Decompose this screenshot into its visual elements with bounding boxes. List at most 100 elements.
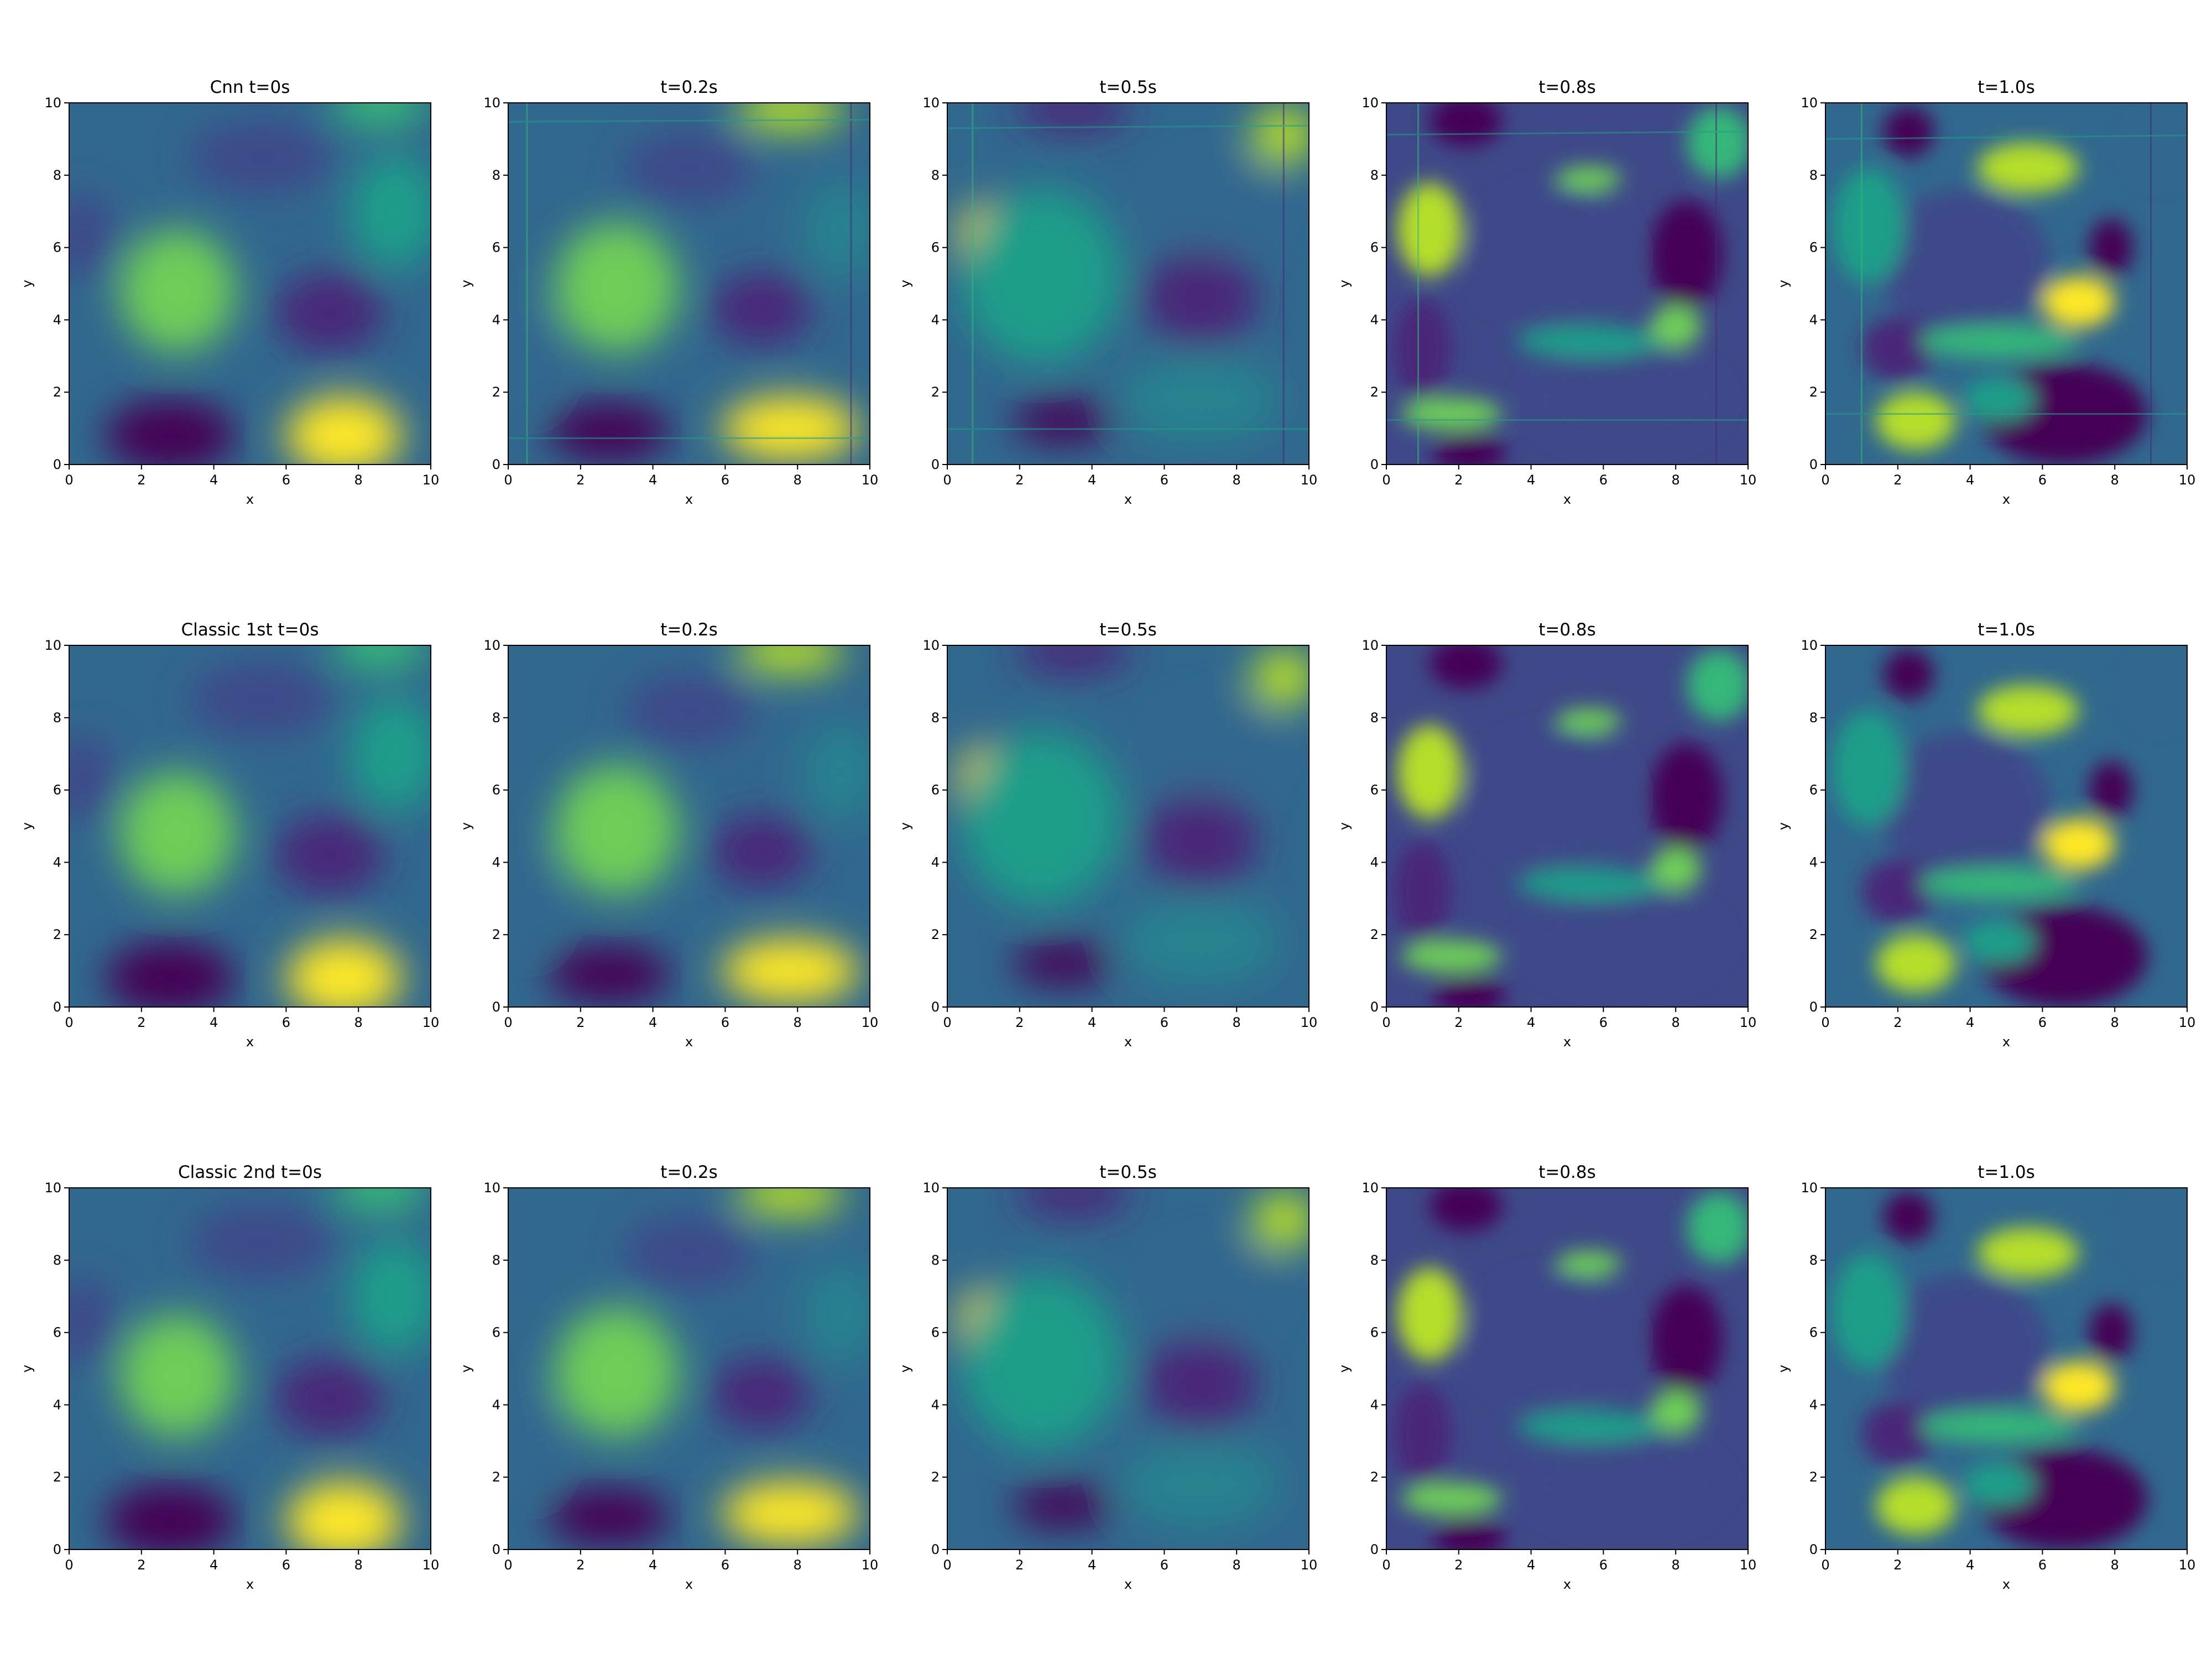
x-axis-label: x	[246, 1034, 254, 1050]
y-tick-label: 2	[931, 384, 940, 400]
y-tick-label: 10	[1801, 95, 1818, 111]
field-blob	[2125, 653, 2187, 725]
field-layer	[1394, 1188, 1748, 1550]
panel-title: Classic 1st t=0s	[181, 620, 319, 640]
panel-title: t=0.5s	[1099, 620, 1157, 640]
y-tick-label: 2	[1370, 384, 1379, 400]
field-blob	[1469, 186, 1636, 324]
x-tick-label: 4	[649, 1015, 657, 1030]
field-blob	[119, 1314, 236, 1438]
field-layer	[1833, 649, 2187, 1007]
x-tick-label: 6	[1160, 1557, 1168, 1573]
x-axis-label: x	[2002, 492, 2010, 507]
y-tick-label: 4	[931, 1397, 940, 1412]
boundary-artifacts	[947, 103, 1309, 465]
y-tick-label: 8	[1809, 1253, 1818, 1268]
field-blob	[286, 395, 402, 465]
y-tick-label: 6	[931, 782, 940, 798]
field-blob	[1469, 1271, 1636, 1408]
axes-frame	[69, 1187, 431, 1550]
x-tick-label: 2	[1015, 472, 1024, 488]
y-tick-label: 4	[931, 854, 940, 870]
field-blob	[624, 674, 754, 747]
panel-title: t=0.2s	[660, 1162, 718, 1182]
panel-title: t=1.0s	[1978, 77, 2035, 97]
field-blob	[962, 189, 1121, 363]
boundary-artifacts	[1825, 103, 2187, 465]
x-tick-label: 0	[943, 1015, 951, 1030]
x-tick-label: 2	[137, 472, 145, 488]
x-tick-label: 2	[576, 1015, 585, 1030]
y-tick-label: 6	[53, 240, 61, 255]
x-tick-label: 4	[1966, 1015, 1974, 1030]
field-blob	[1251, 1191, 1309, 1250]
x-tick-label: 4	[1966, 472, 1974, 488]
x-axis-label: x	[685, 1577, 693, 1592]
field-blob	[2089, 761, 2133, 819]
field-blob	[69, 735, 117, 823]
panel-title: t=0.8s	[1538, 620, 1596, 640]
x-tick-label: 6	[1160, 472, 1168, 488]
artifact-streak	[508, 119, 870, 123]
field-blob	[1016, 103, 1132, 132]
field-layer	[958, 1188, 1309, 1528]
field-blob	[1861, 858, 1934, 924]
field-blob	[1919, 325, 2079, 358]
field-blob	[119, 771, 236, 895]
y-tick-label: 4	[1370, 854, 1379, 870]
field-blob	[1876, 732, 2050, 877]
y-tick-label: 6	[53, 1325, 61, 1340]
y-tick-label: 2	[1809, 927, 1818, 942]
field-blob	[1556, 166, 1622, 192]
field-blob	[286, 938, 402, 1007]
y-tick-label: 10	[922, 95, 940, 111]
x-tick-label: 10	[1740, 1557, 1757, 1573]
artifact-streak	[947, 124, 1309, 129]
x-axis-label: x	[246, 492, 254, 507]
x-tick-label: 10	[1301, 472, 1318, 488]
heatmap-panel: 0 2 4 6 8 10 0 2 4 6 8 10 x y t=0.8s	[1337, 620, 1756, 1050]
field-blob	[736, 103, 845, 132]
field-blob	[1394, 298, 1452, 400]
heatmap-panel: 0 2 4 6 8 10 0 2 4 6 8 10 x y Cnn t=0s	[19, 77, 439, 507]
field-layer	[69, 645, 431, 1007]
field-blob	[1883, 1191, 1934, 1243]
field-blob	[1153, 1242, 1284, 1337]
field-blob	[508, 1379, 552, 1488]
field-blob	[805, 721, 870, 823]
x-tick-label: 8	[354, 1557, 363, 1573]
field-blob	[1650, 848, 1701, 891]
field-layer	[69, 103, 431, 465]
x-tick-label: 4	[210, 1015, 218, 1030]
heatmap-panel: 0 2 4 6 8 10 0 2 4 6 8 10 x y t=0.2s	[458, 1162, 878, 1592]
field-blob	[275, 273, 384, 353]
field-blob	[1686, 1191, 1748, 1264]
field-blob	[1516, 325, 1662, 358]
x-tick-label: 6	[721, 1015, 729, 1030]
y-tick-label: 8	[1809, 710, 1818, 726]
y-tick-label: 2	[53, 1469, 61, 1485]
y-tick-label: 4	[1370, 312, 1379, 327]
y-tick-label: 10	[44, 638, 61, 653]
field-layer	[1386, 103, 1748, 465]
y-tick-label: 4	[1809, 854, 1818, 870]
x-tick-label: 8	[1233, 472, 1241, 488]
y-tick-label: 8	[492, 1253, 500, 1268]
field-blob	[547, 945, 671, 1004]
field-blob	[105, 1484, 236, 1550]
x-tick-label: 6	[2038, 1557, 2047, 1573]
heatmap-panel: 0 2 4 6 8 10 0 2 4 6 8 10 x y t=0.2s	[458, 620, 878, 1050]
x-tick-label: 2	[137, 1015, 145, 1030]
field-layer	[508, 645, 870, 1004]
y-tick-label: 0	[931, 999, 940, 1015]
y-tick-label: 2	[1370, 1469, 1379, 1485]
field-blob	[1142, 251, 1259, 346]
field-blob	[1876, 392, 1956, 450]
field-blob	[1650, 305, 1701, 349]
y-tick-label: 6	[1809, 240, 1818, 255]
y-tick-label: 4	[53, 312, 61, 327]
y-tick-label: 6	[1370, 782, 1379, 798]
field-blob	[1977, 1227, 2079, 1279]
axes-frame	[69, 102, 431, 465]
y-tick-label: 2	[53, 927, 61, 942]
